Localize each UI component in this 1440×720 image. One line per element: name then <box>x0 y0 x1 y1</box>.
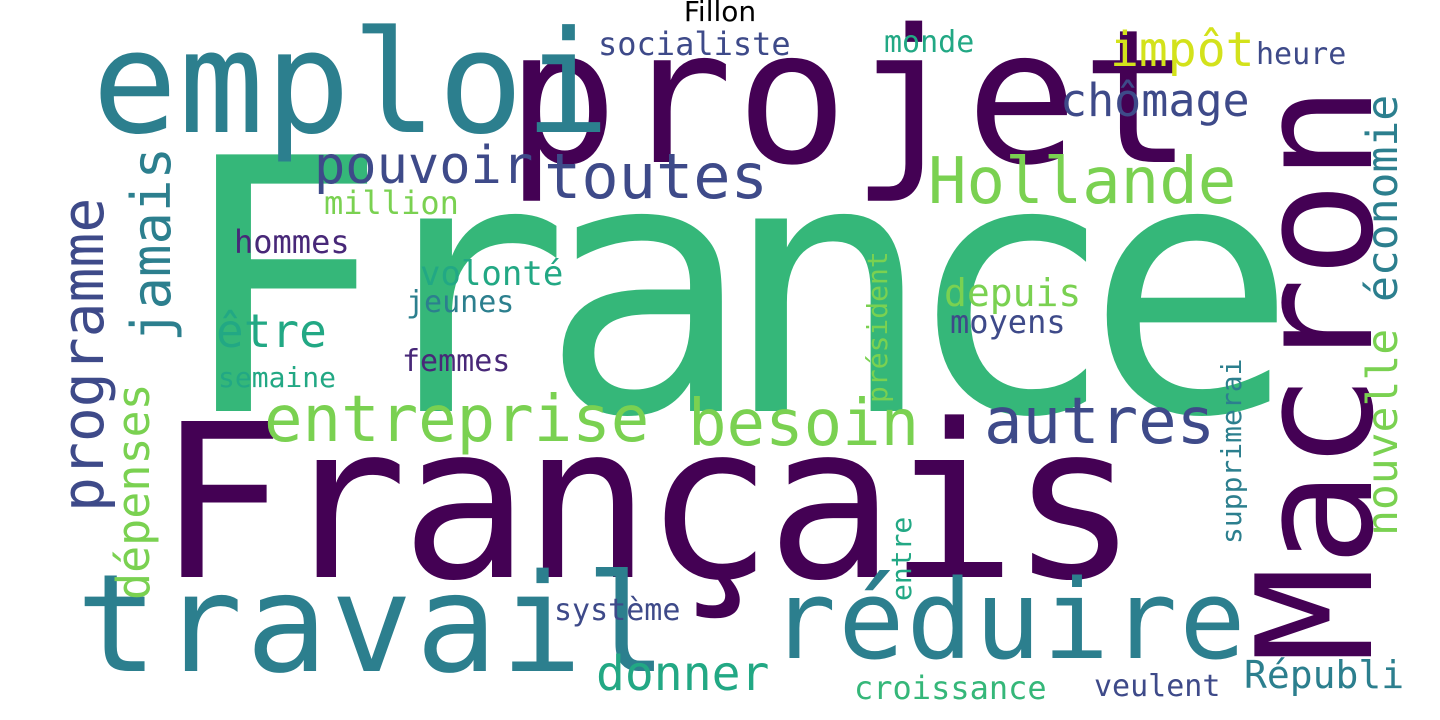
word-president: président <box>861 251 894 403</box>
word-pouvoir: pouvoir <box>314 136 534 196</box>
word-million: million <box>324 184 459 222</box>
word-etre: être <box>216 304 327 358</box>
word-toutes: toutes <box>544 140 768 213</box>
cloud-title: Fillon <box>683 0 757 28</box>
word-jamais: jamais <box>120 146 183 342</box>
word-croissance: croissance <box>854 669 1047 707</box>
word-veulent: veulent <box>1094 669 1221 704</box>
word-jeunes: jeunes <box>406 285 515 320</box>
word-entreprise: entreprise <box>264 383 650 457</box>
word-systeme: système <box>554 593 681 628</box>
word-supprimerai: supprimerai <box>1215 358 1248 544</box>
word-depenses: dépenses <box>107 383 160 600</box>
word-hollande: Hollande <box>928 145 1237 219</box>
word-volonte: volonté <box>420 254 564 294</box>
word-entre: entre <box>885 516 918 601</box>
word-besoin: besoin <box>688 387 920 461</box>
word-projet: projet <box>506 0 1196 206</box>
word-moyens: moyens <box>950 303 1066 341</box>
word-nouvelle: nouvelle <box>1358 328 1408 536</box>
word-socialiste: socialiste <box>598 25 791 63</box>
word-emploi: emploi <box>92 1 611 166</box>
word-hommes: hommes <box>234 223 350 261</box>
word-femmes: femmes <box>402 344 511 379</box>
word-depuis: depuis <box>944 271 1082 315</box>
word-donner: donner <box>596 646 770 702</box>
word-francais: Français <box>157 379 1139 628</box>
word-programme: programme <box>49 197 117 512</box>
word-impot: impôt <box>1110 22 1255 78</box>
word-france: France <box>176 85 1298 495</box>
word-republi: Républi <box>1244 653 1405 697</box>
word-economie: économie <box>1358 94 1408 302</box>
word-reduire: réduire <box>770 556 1248 684</box>
word-monde: monde <box>884 25 975 60</box>
word-chomage: chômage <box>1060 74 1250 127</box>
word-travail: travail <box>76 546 671 704</box>
word-semaine: semaine <box>218 361 337 394</box>
word-heure: heure <box>1256 37 1347 72</box>
word-autres: autres <box>984 385 1216 459</box>
